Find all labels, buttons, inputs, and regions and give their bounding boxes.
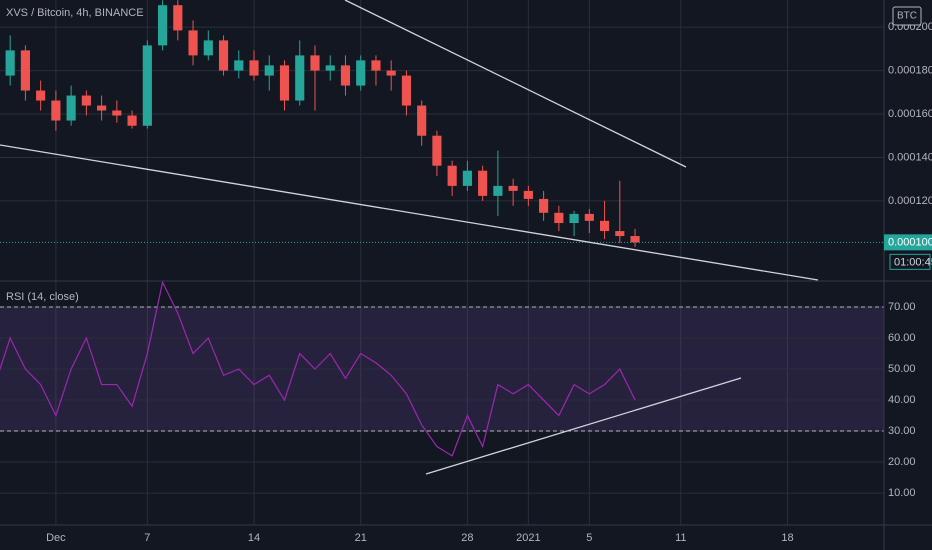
candle-body bbox=[600, 220, 610, 232]
x-tick-label: 21 bbox=[355, 532, 367, 544]
candle-body bbox=[158, 5, 168, 46]
candle-body bbox=[51, 100, 61, 121]
x-tick-label: 28 bbox=[461, 532, 473, 544]
plot-layer bbox=[0, 0, 884, 525]
candle-body bbox=[310, 55, 320, 71]
candle-body bbox=[188, 30, 198, 56]
x-tick-label: 18 bbox=[781, 532, 793, 544]
candle-body bbox=[295, 55, 305, 101]
trend-line bbox=[425, 377, 742, 475]
candle-body bbox=[508, 185, 518, 191]
candle-body bbox=[279, 65, 290, 101]
candle-body bbox=[630, 236, 640, 243]
candle-body bbox=[554, 212, 564, 224]
candle-body bbox=[20, 50, 30, 91]
x-tick-label: 7 bbox=[144, 532, 150, 544]
candle-body bbox=[127, 115, 137, 126]
trend-line bbox=[0, 144, 819, 281]
price-label: 0.0001009 bbox=[888, 236, 932, 248]
candle-body bbox=[5, 50, 15, 76]
y-tick-label: 50.00 bbox=[888, 363, 916, 375]
candle-body bbox=[432, 135, 442, 166]
currency-label: BTC bbox=[897, 11, 917, 22]
y-tick-label: 30.00 bbox=[888, 425, 916, 437]
chart-title: XVS / Bitcoin, 4h, BINANCE bbox=[6, 7, 144, 19]
candle-body bbox=[386, 70, 396, 76]
candle-body bbox=[81, 95, 91, 106]
countdown-box bbox=[889, 253, 931, 270]
candle-body bbox=[417, 105, 427, 136]
candle-body bbox=[66, 95, 76, 121]
candle-body bbox=[462, 170, 472, 186]
candle-body bbox=[173, 5, 183, 31]
candle-body bbox=[371, 60, 381, 71]
trend-line bbox=[344, 0, 687, 168]
y-tick-label: 40.00 bbox=[888, 394, 916, 406]
candle-body bbox=[264, 65, 274, 76]
y-tick-label: 20.00 bbox=[888, 456, 916, 468]
candle-body bbox=[218, 40, 229, 71]
candle-body bbox=[447, 165, 457, 186]
x-tick-label: 11 bbox=[675, 532, 686, 544]
x-tick-label: 2021 bbox=[516, 532, 540, 544]
candle-body bbox=[539, 198, 549, 213]
candle-body bbox=[142, 45, 152, 126]
x-tick-label: 14 bbox=[248, 532, 260, 544]
candle-body bbox=[569, 213, 579, 224]
y-tick-label: 70.00 bbox=[888, 301, 916, 313]
currency-box bbox=[892, 6, 922, 26]
candle-body bbox=[249, 60, 259, 76]
candle-body bbox=[401, 75, 412, 106]
candle-body bbox=[36, 90, 46, 101]
price-label-box bbox=[884, 234, 932, 251]
x-tick-label: 5 bbox=[586, 532, 592, 544]
x-tick-label: Dec bbox=[46, 532, 66, 544]
rsi-line bbox=[0, 280, 636, 457]
y-tick-label: 10.00 bbox=[888, 487, 916, 499]
candle-body bbox=[478, 170, 488, 196]
candle-body bbox=[356, 60, 366, 86]
y-tick-label: 60.00 bbox=[888, 332, 916, 344]
candle-body bbox=[523, 190, 533, 199]
candle-body bbox=[493, 185, 503, 196]
countdown-label: 01:00:45 bbox=[894, 256, 932, 268]
candle-body bbox=[615, 231, 625, 237]
candle-body bbox=[203, 40, 213, 56]
candle-body bbox=[325, 65, 335, 71]
candle-body bbox=[234, 60, 244, 71]
candle-body bbox=[112, 110, 122, 116]
candle-body bbox=[584, 213, 594, 221]
candle-body bbox=[340, 65, 351, 86]
indicator-title: RSI (14, close) bbox=[6, 291, 79, 303]
candle-body bbox=[97, 105, 107, 111]
